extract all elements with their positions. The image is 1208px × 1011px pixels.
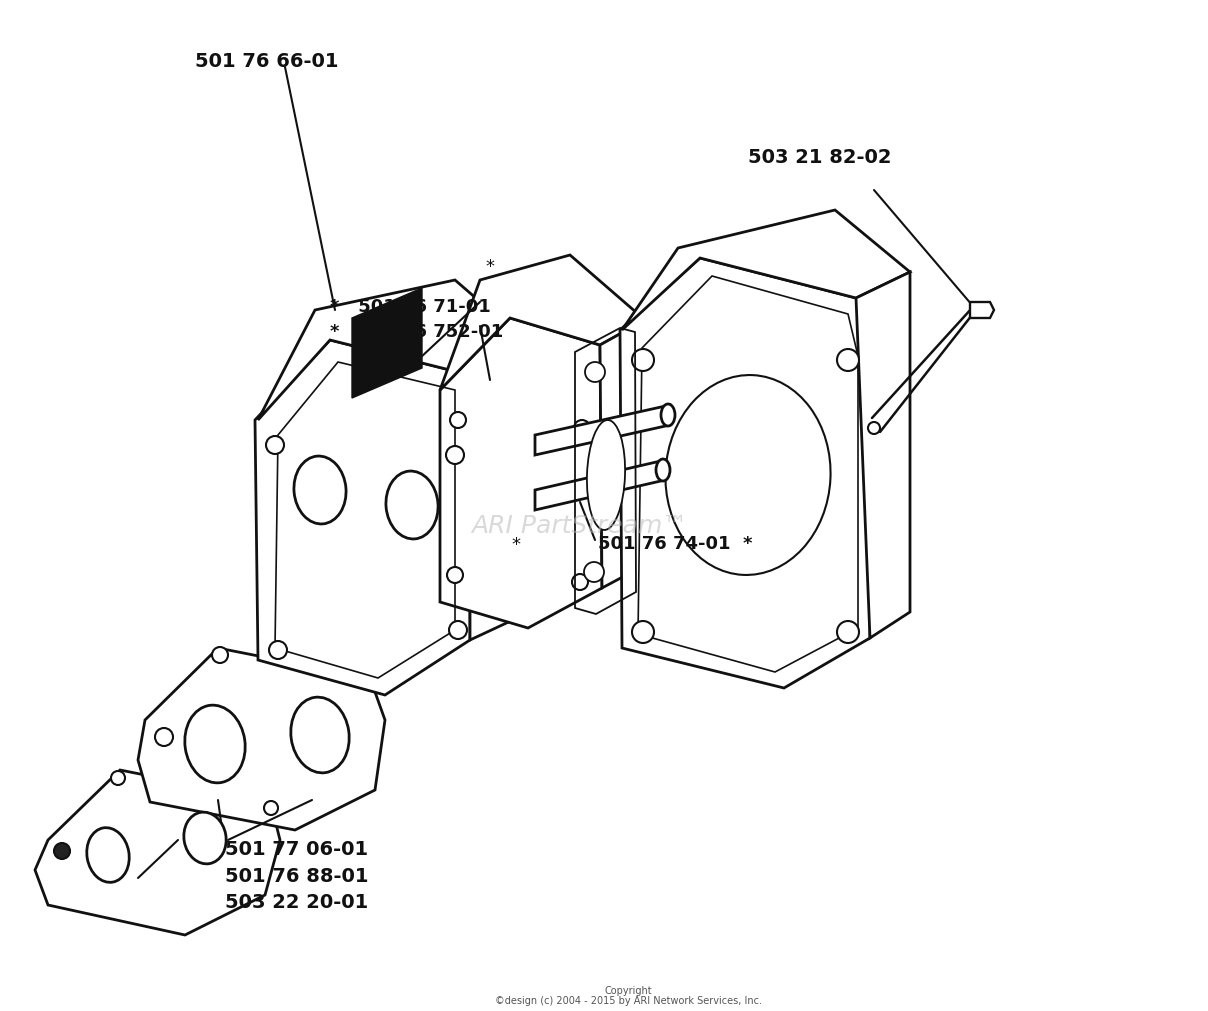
Polygon shape: [138, 648, 385, 830]
Polygon shape: [622, 210, 910, 330]
Text: *: *: [511, 536, 521, 554]
Ellipse shape: [656, 459, 670, 481]
Circle shape: [583, 562, 604, 582]
Ellipse shape: [184, 812, 226, 863]
Ellipse shape: [666, 375, 831, 575]
Polygon shape: [35, 770, 280, 935]
Ellipse shape: [185, 705, 245, 783]
Polygon shape: [440, 255, 645, 390]
Text: ©design (c) 2004 - 2015 by ARI Network Services, Inc.: ©design (c) 2004 - 2015 by ARI Network S…: [494, 996, 762, 1006]
Circle shape: [585, 362, 605, 382]
Polygon shape: [535, 405, 670, 455]
Text: 501 76 74-01  *: 501 76 74-01 *: [598, 535, 753, 553]
Ellipse shape: [587, 420, 625, 530]
Polygon shape: [352, 288, 422, 398]
Circle shape: [574, 420, 590, 436]
Polygon shape: [535, 460, 664, 510]
Text: ARI PartStream™: ARI PartStream™: [471, 514, 689, 538]
Circle shape: [632, 349, 654, 371]
Circle shape: [265, 801, 278, 815]
Circle shape: [869, 422, 879, 434]
Ellipse shape: [87, 828, 129, 883]
Ellipse shape: [661, 404, 675, 426]
Circle shape: [155, 728, 173, 746]
Circle shape: [573, 574, 588, 590]
Text: Copyright: Copyright: [604, 986, 652, 996]
Ellipse shape: [385, 471, 439, 539]
Text: 501 77 06-01: 501 77 06-01: [225, 840, 368, 859]
Circle shape: [446, 446, 464, 464]
Circle shape: [451, 412, 466, 428]
Text: 501 76 66-01: 501 76 66-01: [194, 52, 338, 71]
Polygon shape: [856, 272, 910, 638]
Circle shape: [449, 621, 467, 639]
Circle shape: [837, 621, 859, 643]
Polygon shape: [440, 318, 602, 628]
Text: 501 76 88-01: 501 76 88-01: [225, 867, 368, 886]
Text: *: *: [486, 258, 494, 276]
Text: *   501 76 71-01: * 501 76 71-01: [330, 298, 490, 316]
Polygon shape: [600, 320, 645, 588]
Circle shape: [447, 567, 463, 583]
Ellipse shape: [291, 698, 349, 772]
Text: *   501 76 752-01: * 501 76 752-01: [330, 323, 504, 341]
Circle shape: [211, 647, 228, 663]
Polygon shape: [620, 258, 870, 688]
Circle shape: [632, 621, 654, 643]
Ellipse shape: [294, 456, 345, 524]
Polygon shape: [470, 345, 530, 640]
Polygon shape: [259, 280, 530, 420]
Circle shape: [111, 771, 124, 785]
Circle shape: [266, 436, 284, 454]
Text: 503 22 20-01: 503 22 20-01: [225, 893, 368, 912]
Polygon shape: [970, 302, 994, 318]
Polygon shape: [255, 340, 470, 695]
Circle shape: [837, 349, 859, 371]
Circle shape: [269, 641, 288, 659]
Text: 503 21 82-02: 503 21 82-02: [748, 148, 892, 167]
Circle shape: [54, 843, 70, 859]
